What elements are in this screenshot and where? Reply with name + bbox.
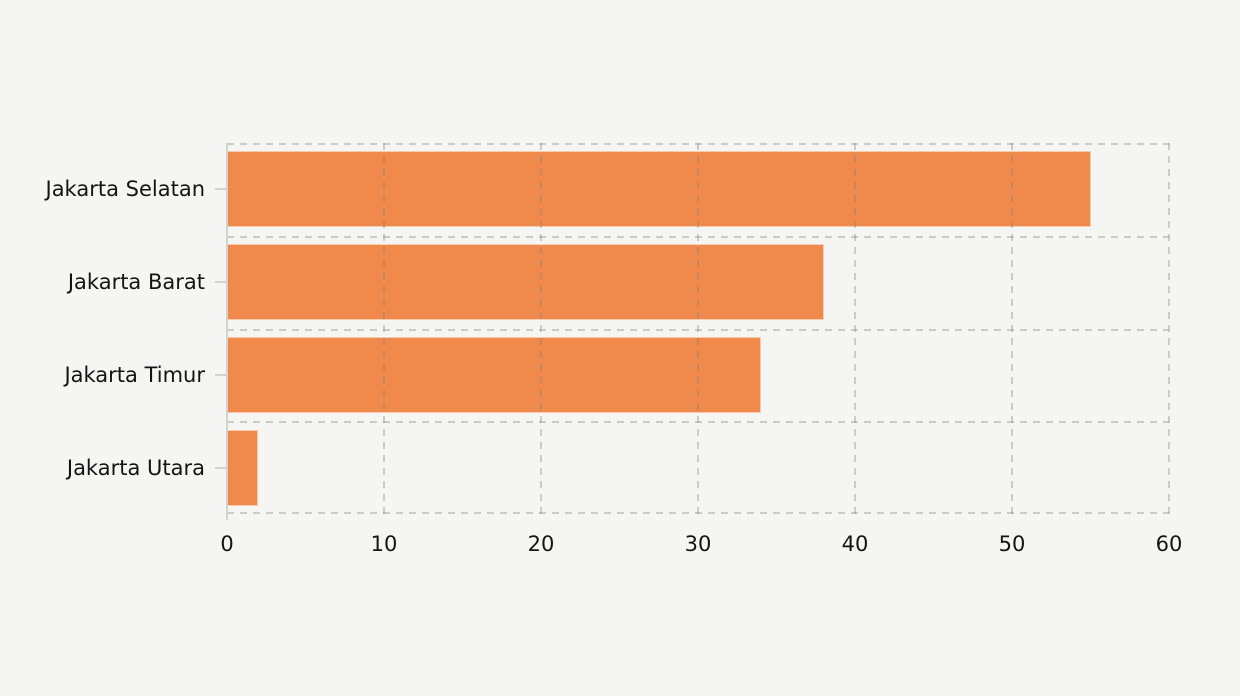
gridline-vertical (540, 143, 542, 514)
x-tick-label: 10 (370, 532, 398, 556)
gridline-vertical (383, 143, 385, 514)
x-tick-label: 0 (220, 532, 234, 556)
y-tick-label: Jakarta Timur (64, 362, 205, 387)
y-tick-mark (215, 281, 227, 284)
y-axis-spine (226, 143, 228, 520)
plot-area (226, 143, 1170, 520)
x-tick-label: 50 (998, 532, 1026, 556)
gridline-vertical (697, 143, 699, 514)
y-tick-mark (215, 466, 227, 469)
gridline-vertical (1011, 143, 1013, 514)
gridline-vertical (854, 143, 856, 514)
y-tick-label: Jakarta Barat (67, 270, 205, 295)
x-tick-label: 20 (527, 532, 555, 556)
y-tick-mark (215, 188, 227, 191)
x-tick-label: 40 (841, 532, 869, 556)
bar-jakarta-barat (227, 244, 824, 321)
x-tick-label: 30 (684, 532, 712, 556)
bar-jakarta-utara (227, 429, 259, 506)
x-tick-label: 60 (1155, 532, 1183, 556)
gridline-horizontal (227, 421, 1169, 424)
grid-layer (226, 143, 1170, 514)
gridline-horizontal (227, 235, 1169, 238)
gridline-horizontal (227, 143, 1169, 145)
gridline-horizontal (227, 512, 1169, 514)
y-tick-mark (215, 373, 227, 376)
bars-layer (227, 143, 1169, 514)
y-tick-label: Jakarta Selatan (45, 177, 206, 202)
bar-jakarta-selatan (227, 151, 1091, 228)
bar-jakarta-timur (227, 336, 761, 413)
gridline-vertical (1168, 143, 1170, 514)
y-tick-label: Jakarta Utara (66, 455, 205, 480)
gridline-horizontal (227, 328, 1169, 331)
